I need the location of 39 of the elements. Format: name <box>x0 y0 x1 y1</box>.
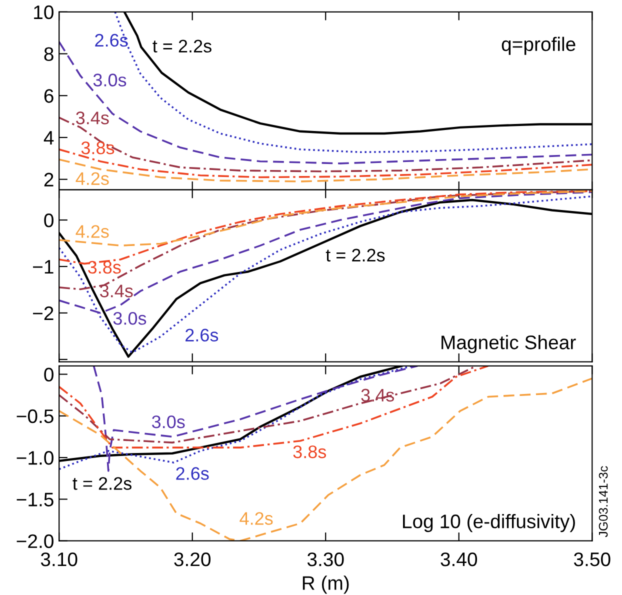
series-label: 2.6s <box>95 34 128 47</box>
series-label: 3.0s <box>113 312 146 325</box>
series-label: t = 2.2s <box>72 477 132 490</box>
y-tick-label: 0 <box>44 368 54 382</box>
y-tick-label: −1.5 <box>16 492 54 506</box>
y-tick-label: −1 <box>33 260 54 274</box>
y-tick-label: 10 <box>34 5 54 20</box>
y-tick-label: 2 <box>44 172 54 186</box>
series-label: 4.2s <box>240 512 273 525</box>
y-tick-label: −0.5 <box>16 409 54 424</box>
x-tick-label: 3.50 <box>574 552 610 566</box>
y-tick-label: −2.0 <box>16 534 54 548</box>
legend-label: t = 2.2s <box>152 40 212 53</box>
series-label: 3.4s <box>76 112 109 124</box>
y-tick-label: 6 <box>44 89 54 103</box>
y-tick-label: 4 <box>44 131 54 145</box>
series-label: 3.8s <box>81 141 114 154</box>
text: JG03.141-3c <box>598 466 608 538</box>
series-label: 4.2s <box>76 225 109 238</box>
x-tick-label: 3.20 <box>174 552 211 566</box>
x-axis-title: R (m) <box>302 576 349 594</box>
series-label: 2.6s <box>186 328 218 342</box>
series-label: 2.6s <box>176 467 209 480</box>
x-tick-label: 3.30 <box>307 552 344 566</box>
series-label: 3.4s <box>100 284 133 298</box>
series-label: 4.2s <box>76 172 109 186</box>
y-tick-label: −1.0 <box>16 451 54 465</box>
text: Log 10 (e-diffusivity) <box>403 514 575 532</box>
series-label: t = 2.2s <box>326 248 385 262</box>
text: Magnetic Shear <box>442 335 576 354</box>
y-tick-label: 0 <box>44 213 54 228</box>
text: q=profile <box>502 36 576 55</box>
y-tick-label: −2 <box>33 306 54 320</box>
series-label: 3.0s <box>152 415 185 428</box>
y-tick-label: 8 <box>44 47 54 61</box>
x-tick-label: 3.10 <box>40 552 78 566</box>
series-label: 3.0s <box>93 74 126 86</box>
x-tick-label: 3.40 <box>440 552 478 566</box>
series-label: 3.8s <box>293 445 326 458</box>
